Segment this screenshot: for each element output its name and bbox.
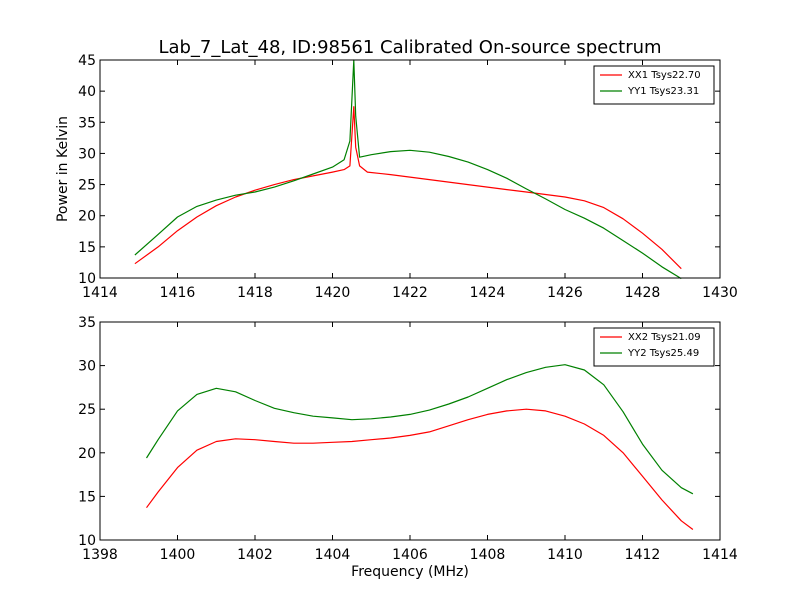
series-line-1 [146, 408, 694, 530]
x-tick-label: 1422 [392, 285, 428, 301]
x-tick-label: 1404 [315, 547, 351, 563]
x-axis-label: Frequency (MHz) [351, 564, 469, 580]
y-tick-label: 35 [78, 315, 96, 331]
bottom-panel: 1398 1400 1402 1404 1406 1408 1410 1412 1414 10 15… [78, 315, 738, 563]
y-tick-label: 15 [78, 489, 96, 505]
y-tick-label: 10 [78, 271, 96, 287]
x-tick-label: 1414 [702, 547, 738, 563]
series-line-1 [134, 106, 682, 270]
x-tick-label: 1424 [470, 285, 506, 301]
x-tick-label: 1428 [625, 285, 661, 301]
x-tick-label: 1430 [702, 285, 738, 301]
x-tick-label: 1414 [82, 285, 118, 301]
legend-entry: YY1 Tsys23.31 [627, 86, 699, 97]
y-tick-label: 25 [78, 402, 96, 418]
y-tick-label: 45 [78, 53, 96, 69]
x-tick-label: 1400 [160, 547, 196, 563]
y-tick-label: 30 [78, 146, 96, 162]
x-tick-label: 1402 [237, 547, 273, 563]
y-tick-label: 25 [78, 178, 96, 194]
y-tick-label: 40 [78, 84, 96, 100]
legend-entry: YY2 Tsys25.49 [627, 348, 699, 359]
x-tick-label: 1420 [315, 285, 351, 301]
y-tick-label: 30 [78, 359, 96, 375]
x-tick-label: 1416 [160, 285, 196, 301]
x-tick-label: 1426 [547, 285, 583, 301]
chart-title: Lab_7_Lat_48, ID:98561 Calibrated On-sou… [158, 37, 661, 58]
y-tick-label: 15 [78, 240, 96, 256]
x-tick-label: 1410 [547, 547, 583, 563]
x-tick-label: 1398 [82, 547, 118, 563]
x-tick-label: 1418 [237, 285, 273, 301]
y-tick-label: 20 [78, 209, 96, 225]
legend-box [593, 327, 715, 367]
top-panel: 1414 1416 1418 1420 1422 1424 1426 1428 1430 10 15… [78, 53, 738, 301]
series-line-2 [134, 59, 682, 280]
x-tick-label: 1408 [470, 547, 506, 563]
legend-entry: XX1 Tsys22.70 [628, 70, 701, 81]
legend-entry: XX2 Tsys21.09 [628, 332, 701, 343]
x-tick-label: 1412 [625, 547, 661, 563]
y-axis-label: Power in Kelvin [55, 116, 71, 222]
y-tick-label: 20 [78, 446, 96, 462]
legend-box [593, 65, 715, 105]
y-tick-label: 35 [78, 115, 96, 131]
x-tick-label: 1406 [392, 547, 428, 563]
y-tick-label: 10 [78, 533, 96, 549]
series-line-2 [145, 364, 694, 495]
